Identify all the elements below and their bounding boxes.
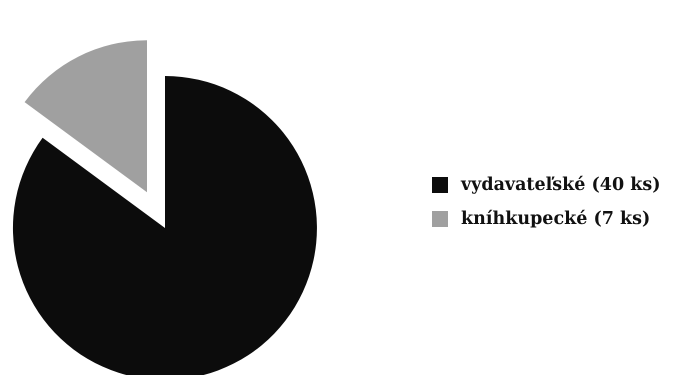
legend-label-vydavatelske: vydavateľské (40 ks) [461, 175, 661, 195]
legend: vydavateľské (40 ks) kníhkupecké (7 ks) [432, 168, 660, 236]
pie-slice-knihkupecke [24, 40, 148, 193]
pie-slices [13, 40, 317, 375]
legend-swatch-knihkupecke [432, 211, 448, 227]
legend-swatch-vydavatelske [432, 177, 448, 193]
pie-slice-vydavatelske [13, 76, 317, 375]
legend-item-knihkupecke: kníhkupecké (7 ks) [432, 202, 660, 236]
legend-item-vydavatelske: vydavateľské (40 ks) [432, 168, 660, 202]
legend-label-knihkupecke: kníhkupecké (7 ks) [461, 209, 651, 229]
